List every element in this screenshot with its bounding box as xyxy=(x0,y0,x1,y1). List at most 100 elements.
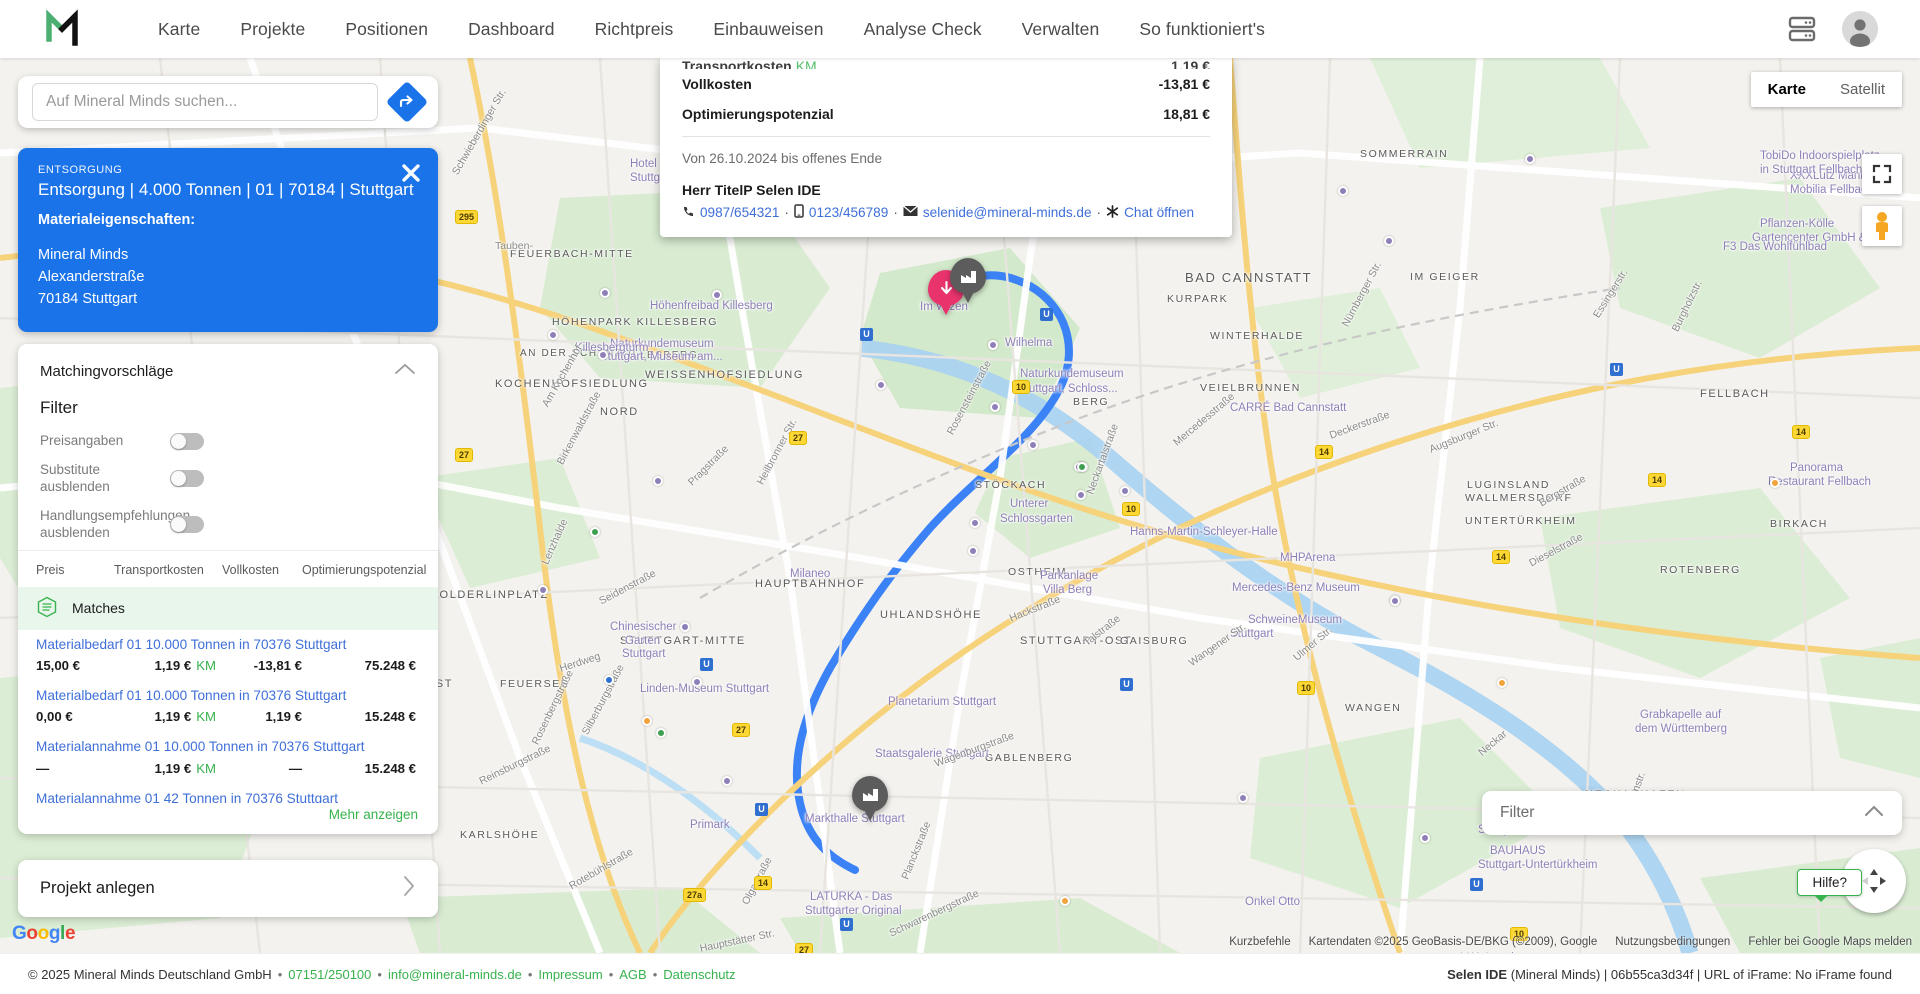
chevron-up-icon[interactable] xyxy=(394,362,416,380)
map-poi-dot[interactable] xyxy=(968,546,978,556)
popup-phone[interactable]: 0987/654321 xyxy=(700,205,780,220)
footer-link-impressum[interactable]: Impressum xyxy=(538,966,603,982)
nav-item-karte[interactable]: Karte xyxy=(158,18,201,39)
map-poi-dot[interactable] xyxy=(1497,678,1507,688)
highway-shield: 27 xyxy=(455,448,474,462)
map-poi-dot[interactable] xyxy=(656,728,666,738)
popup-chat-link[interactable]: Chat öffnen xyxy=(1124,205,1195,220)
highway-shield: 14 xyxy=(1648,473,1667,487)
show-more-link[interactable]: Mehr anzeigen xyxy=(328,807,418,822)
map-poi-dot[interactable] xyxy=(1338,186,1348,196)
chevron-up-icon[interactable] xyxy=(1864,804,1884,822)
match-title[interactable]: Materialannahme 01 10.000 Tonnen in 7037… xyxy=(36,739,365,755)
map-poi-dot[interactable] xyxy=(680,622,690,632)
map-poi-dot[interactable] xyxy=(1076,490,1086,500)
entsorgung-info-card: ENTSORGUNG Entsorgung | 4.000 Tonnen | 0… xyxy=(18,148,438,333)
map-poi-dot[interactable] xyxy=(970,518,980,528)
map-type-karte[interactable]: Karte xyxy=(1750,72,1823,107)
toggle-substitute[interactable] xyxy=(170,470,204,488)
server-icon[interactable] xyxy=(1788,16,1816,42)
directions-icon[interactable] xyxy=(385,80,429,124)
map-poi-dot[interactable] xyxy=(1028,440,1038,450)
nav-item-dashboard[interactable]: Dashboard xyxy=(468,18,555,39)
map-poi-dot[interactable] xyxy=(876,380,886,390)
help-tooltip[interactable]: Hilfe? xyxy=(1797,869,1862,902)
attrib-terms[interactable]: Nutzungsbedingungen xyxy=(1615,936,1731,948)
factory-marker-center[interactable] xyxy=(852,776,888,822)
map-filter-bar[interactable]: Filter xyxy=(1482,791,1902,835)
mineral-minds-logo[interactable] xyxy=(42,9,82,49)
map-poi-dot[interactable] xyxy=(1384,236,1394,246)
toggle-preisangaben[interactable] xyxy=(170,432,204,450)
nav-item-verwalten[interactable]: Verwalten xyxy=(1021,18,1100,39)
matching-panel-header[interactable]: Matchingvorschläge xyxy=(18,344,438,392)
match-title[interactable]: Materialannahme 01 42 Tonnen in 70376 St… xyxy=(36,790,339,803)
close-icon[interactable] xyxy=(401,163,421,183)
material-detail-popup: Transportkosten KM 1,19 € Vollkosten -13,… xyxy=(660,58,1232,237)
popup-row-optimierung: Optimierungspotenzial 18,81 € xyxy=(682,99,1210,129)
map-poi-dot[interactable] xyxy=(1077,462,1087,472)
fullscreen-icon[interactable] xyxy=(1862,154,1902,194)
map-poi-dot[interactable] xyxy=(1770,478,1780,488)
nav-item-so-funktionierts[interactable]: So funktioniert's xyxy=(1139,18,1266,39)
match-title[interactable]: Materialbedarf 01 10.000 Tonnen in 70376… xyxy=(36,636,347,652)
map-poi-dot[interactable] xyxy=(722,776,732,786)
map-poi-dot[interactable] xyxy=(988,340,998,350)
map-poi-dot[interactable] xyxy=(1390,596,1400,606)
map-poi-dot[interactable] xyxy=(1060,896,1070,906)
create-project-panel[interactable]: Projekt anlegen xyxy=(18,860,438,917)
chat-icon xyxy=(1106,204,1119,221)
popup-mobile[interactable]: 0123/456789 xyxy=(808,205,889,220)
list-item[interactable]: Materialbedarf 01 10.000 Tonnen in 70376… xyxy=(18,681,438,732)
info-card-company: Mineral Minds xyxy=(38,246,129,263)
nav-item-richtpreis[interactable]: Richtpreis xyxy=(594,18,674,39)
map-poi-dot[interactable] xyxy=(1525,154,1535,164)
map-poi-dot[interactable] xyxy=(653,476,663,486)
map-poi-dot[interactable] xyxy=(590,527,600,537)
map-poi-dot[interactable] xyxy=(692,677,702,687)
pegman-icon[interactable] xyxy=(1862,206,1902,246)
map-poi-dot[interactable] xyxy=(712,290,722,300)
map-poi-dot[interactable] xyxy=(600,288,610,298)
list-item[interactable]: Materialbedarf 01 10.000 Tonnen in 70376… xyxy=(18,630,438,681)
nav-item-einbauweisen[interactable]: Einbauweisen xyxy=(713,18,824,39)
popup-email[interactable]: selenide@mineral-minds.de xyxy=(922,205,1092,220)
match-list[interactable]: Materialbedarf 01 10.000 Tonnen in 70376… xyxy=(18,630,438,804)
footer-email[interactable]: info@mineral-minds.de xyxy=(387,966,522,982)
attrib-report[interactable]: Fehler bei Google Maps melden xyxy=(1748,936,1912,948)
list-item[interactable]: Materialannahme 01 42 Tonnen in 70376 St… xyxy=(18,784,438,803)
attrib-shortcuts[interactable]: Kurzbefehle xyxy=(1229,936,1291,948)
map-poi-dot[interactable] xyxy=(598,350,608,360)
footer-link-datenschutz[interactable]: Datenschutz xyxy=(663,966,736,982)
list-item[interactable]: Materialannahme 01 10.000 Tonnen in 7037… xyxy=(18,732,438,783)
popup-optimierung-value: 18,81 € xyxy=(1163,106,1210,122)
matches-label: Matches xyxy=(72,600,125,616)
match-vollkosten: 1,19 € xyxy=(265,709,302,725)
map-poi-dot[interactable] xyxy=(548,330,558,340)
toggle-handlungsempfehlungen[interactable] xyxy=(170,516,204,534)
map-poi-dot[interactable] xyxy=(1120,486,1130,496)
popup-contact-name: Herr TitelP Selen IDE xyxy=(682,182,821,198)
search-input[interactable] xyxy=(32,83,378,121)
chevron-right-icon[interactable] xyxy=(402,875,416,902)
map-poi-dot[interactable] xyxy=(642,716,652,726)
mail-icon xyxy=(902,205,918,220)
popup-contact-links: 0987/654321 · 0123/456789 · selenide@min… xyxy=(682,198,1210,221)
popup-date-range: Von 26.10.2024 bis offenes Ende xyxy=(682,151,883,166)
map-poi-dot[interactable] xyxy=(990,402,1000,412)
map-type-satellit[interactable]: Satellit xyxy=(1822,72,1902,107)
footer-link-agb[interactable]: AGB xyxy=(619,966,647,982)
nav-item-analyse-check[interactable]: Analyse Check xyxy=(863,18,982,39)
user-avatar-icon[interactable] xyxy=(1842,11,1878,47)
nav-item-positionen[interactable]: Positionen xyxy=(345,18,429,39)
footer-phone[interactable]: 07151/250100 xyxy=(288,966,372,982)
factory-marker-top[interactable] xyxy=(950,258,986,304)
filter-label-preisangaben: Preisangaben xyxy=(40,432,124,448)
match-title[interactable]: Materialbedarf 01 10.000 Tonnen in 70376… xyxy=(36,687,347,703)
map-poi-dot[interactable] xyxy=(1420,833,1430,843)
match-transport-unit: KM xyxy=(196,709,216,725)
map-poi-dot[interactable] xyxy=(538,585,548,595)
map-poi-dot[interactable] xyxy=(604,675,614,685)
map-poi-dot[interactable] xyxy=(1238,793,1248,803)
nav-item-projekte[interactable]: Projekte xyxy=(240,18,306,39)
